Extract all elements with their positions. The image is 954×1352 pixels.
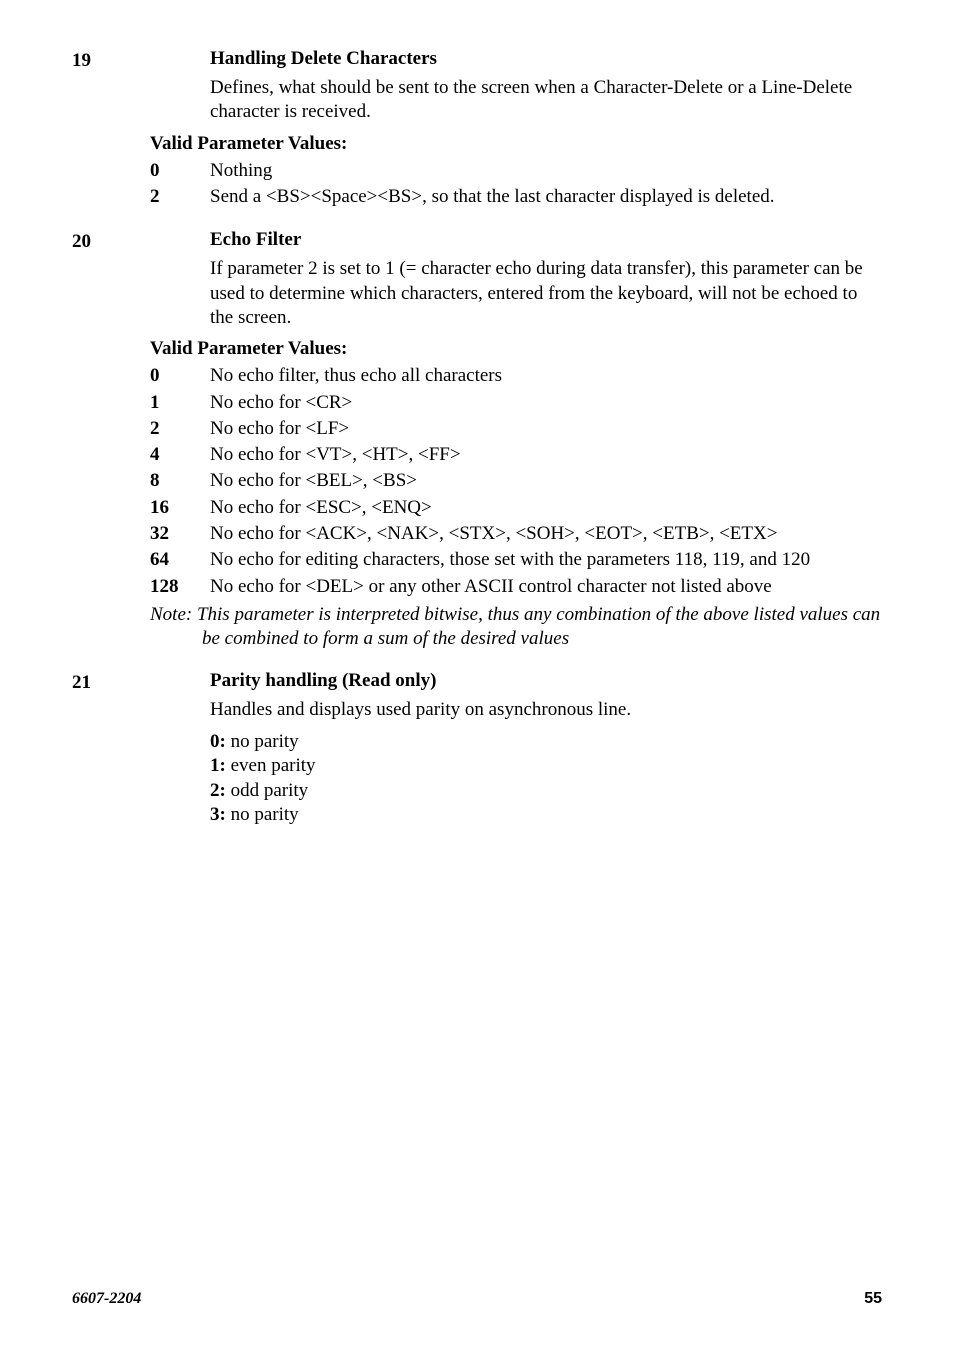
sub-value-key: 2: <box>210 780 226 801</box>
section-21: 21 Parity handling (Read only) Handles a… <box>72 670 882 828</box>
valid-parameter-values-heading: Valid Parameter Values: <box>150 133 882 155</box>
section-19: 19 Handling Delete Characters Defines, w… <box>72 48 882 211</box>
section-body: Parity handling (Read only) Handles and … <box>150 670 882 828</box>
value-key: 128 <box>150 575 210 599</box>
section-title: Parity handling (Read only) <box>150 670 882 692</box>
value-key: 16 <box>150 496 210 520</box>
value-row: 16 No echo for <ESC>, <ENQ> <box>150 496 882 520</box>
value-row: 64 No echo for editing characters, those… <box>150 548 882 572</box>
value-key: 32 <box>150 522 210 546</box>
value-key: 64 <box>150 548 210 572</box>
value-row: 4 No echo for <VT>, <HT>, <FF> <box>150 443 882 467</box>
value-text: No echo for editing characters, those se… <box>210 548 882 572</box>
value-key: 2 <box>150 417 210 441</box>
sub-value-text: no parity <box>226 804 299 825</box>
section-number: 19 <box>72 48 150 211</box>
value-key: 0 <box>150 364 210 388</box>
value-row: 128 No echo for <DEL> or any other ASCII… <box>150 575 882 599</box>
sub-value-list: 0: no parity 1: even parity 2: odd parit… <box>150 730 882 827</box>
section-20: 20 Echo Filter If parameter 2 is set to … <box>72 229 882 651</box>
footer-page-number: 55 <box>864 1290 882 1308</box>
footer-document-id: 6607-2204 <box>72 1290 141 1308</box>
sub-value-key: 1: <box>210 755 226 776</box>
value-row: 0 No echo filter, thus echo all characte… <box>150 364 882 388</box>
value-row: 1 No echo for <CR> <box>150 391 882 415</box>
value-row: 2 Send a <BS><Space><BS>, so that the la… <box>150 185 882 209</box>
sub-value-row: 2: odd parity <box>210 779 882 803</box>
value-text: No echo for <BEL>, <BS> <box>210 469 882 493</box>
value-text: No echo filter, thus echo all characters <box>210 364 882 388</box>
value-row: 0 Nothing <box>150 159 882 183</box>
section-title: Handling Delete Characters <box>150 48 882 70</box>
section-note: Note: This parameter is interpreted bitw… <box>150 603 882 652</box>
page-footer: 6607-2204 55 <box>72 1290 882 1308</box>
section-description: If parameter 2 is set to 1 (= character … <box>150 257 882 330</box>
value-text: Nothing <box>210 159 882 183</box>
value-key: 2 <box>150 185 210 209</box>
value-text: Send a <BS><Space><BS>, so that the last… <box>210 185 882 209</box>
sub-value-key: 0: <box>210 731 226 752</box>
section-number: 21 <box>72 670 150 828</box>
section-description: Handles and displays used parity on asyn… <box>150 698 882 722</box>
sub-value-row: 3: no parity <box>210 803 882 827</box>
value-row: 32 No echo for <ACK>, <NAK>, <STX>, <SOH… <box>150 522 882 546</box>
value-text: No echo for <LF> <box>210 417 882 441</box>
sub-value-row: 1: even parity <box>210 754 882 778</box>
value-key: 1 <box>150 391 210 415</box>
value-text: No echo for <ESC>, <ENQ> <box>210 496 882 520</box>
value-text: No echo for <CR> <box>210 391 882 415</box>
sub-value-text: even parity <box>226 755 316 776</box>
value-key: 4 <box>150 443 210 467</box>
value-text: No echo for <ACK>, <NAK>, <STX>, <SOH>, … <box>210 522 882 546</box>
section-number: 20 <box>72 229 150 651</box>
sub-value-key: 3: <box>210 804 226 825</box>
value-key: 8 <box>150 469 210 493</box>
section-title: Echo Filter <box>150 229 882 251</box>
page: 19 Handling Delete Characters Defines, w… <box>0 0 954 1352</box>
value-text: No echo for <VT>, <HT>, <FF> <box>210 443 882 467</box>
section-description: Defines, what should be sent to the scre… <box>150 76 882 125</box>
section-body: Echo Filter If parameter 2 is set to 1 (… <box>150 229 882 651</box>
section-body: Handling Delete Characters Defines, what… <box>150 48 882 211</box>
valid-parameter-values-heading: Valid Parameter Values: <box>150 338 882 360</box>
value-row: 2 No echo for <LF> <box>150 417 882 441</box>
value-key: 0 <box>150 159 210 183</box>
sub-value-row: 0: no parity <box>210 730 882 754</box>
sub-value-text: no parity <box>226 731 299 752</box>
value-row: 8 No echo for <BEL>, <BS> <box>150 469 882 493</box>
value-text: No echo for <DEL> or any other ASCII con… <box>210 575 882 599</box>
sub-value-text: odd parity <box>226 780 308 801</box>
